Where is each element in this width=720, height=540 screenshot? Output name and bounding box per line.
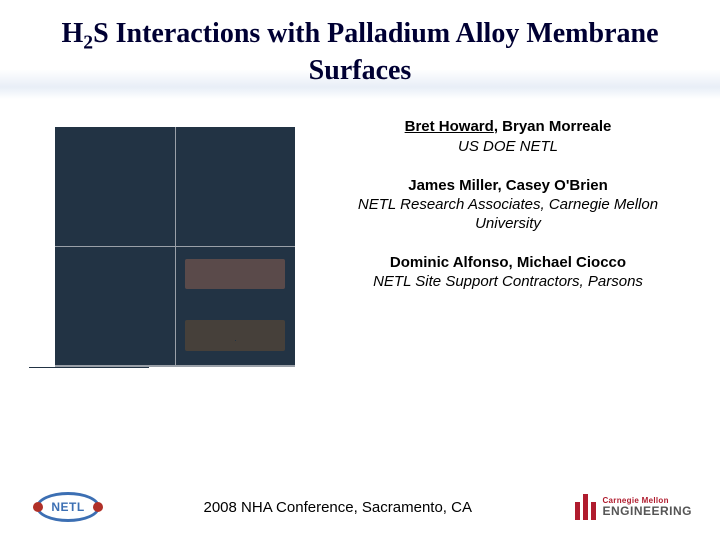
crosshair-horizontal <box>29 367 149 368</box>
author-affil-2: NETL Research Associates, Carnegie Mello… <box>324 195 692 233</box>
slide-title: H2S Interactions with Palladium Alloy Me… <box>40 18 680 87</box>
author-names-3: Dominic Alfonso, Michael Ciocco <box>324 253 692 272</box>
author-affil-3: NETL Site Support Contractors, Parsons <box>324 272 692 291</box>
conference-line: 2008 NHA Conference, Sacramento, CA <box>116 499 559 516</box>
crosshair-vertical <box>235 340 236 341</box>
footer-row: NETL 2008 NHA Conference, Sacramento, CA… <box>0 492 720 522</box>
cmu-dept-name: ENGINEERING <box>602 505 692 517</box>
main-content-row: Bret Howard, Bryan Morreale US DOE NETL … <box>0 99 720 367</box>
author-names-2: James Miller, Casey O'Brien <box>324 176 692 195</box>
title-band: H2S Interactions with Palladium Alloy Me… <box>0 0 720 99</box>
netl-logo-oval: NETL <box>36 492 100 522</box>
netl-dot-right-icon <box>93 502 103 512</box>
presenting-author: Bret Howard <box>405 118 494 135</box>
netl-logo: NETL <box>36 492 100 522</box>
quad-panel-researcher <box>55 247 175 366</box>
quad-panel-samples <box>176 247 296 366</box>
title-rest: S Interactions with Palladium Alloy Memb… <box>93 18 658 86</box>
author-block-2: James Miller, Casey O'Brien NETL Researc… <box>324 176 692 234</box>
cmu-logo: Carnegie Mellon ENGINEERING <box>575 494 692 520</box>
cmu-bars-icon <box>575 494 596 520</box>
netl-dot-left-icon <box>33 502 43 512</box>
author-block-1: Bret Howard, Bryan Morreale US DOE NETL <box>324 117 692 155</box>
quad-panel-microstructure <box>55 127 175 246</box>
author-affil-1: US DOE NETL <box>324 137 692 156</box>
title-formula-sub: 2 <box>83 33 93 54</box>
cmu-logo-text: Carnegie Mellon ENGINEERING <box>602 497 692 517</box>
quad-image-grid <box>55 127 295 367</box>
authors-column: Bret Howard, Bryan Morreale US DOE NETL … <box>324 109 692 367</box>
title-formula-pre: H <box>61 18 83 49</box>
author-coauthors-1: , Bryan Morreale <box>494 118 612 135</box>
image-collage <box>40 109 310 367</box>
author-block-3: Dominic Alfonso, Michael Ciocco NETL Sit… <box>324 253 692 291</box>
netl-logo-text: NETL <box>51 500 84 514</box>
author-names-1: Bret Howard, Bryan Morreale <box>324 117 692 136</box>
quad-panel-earth <box>176 127 296 246</box>
